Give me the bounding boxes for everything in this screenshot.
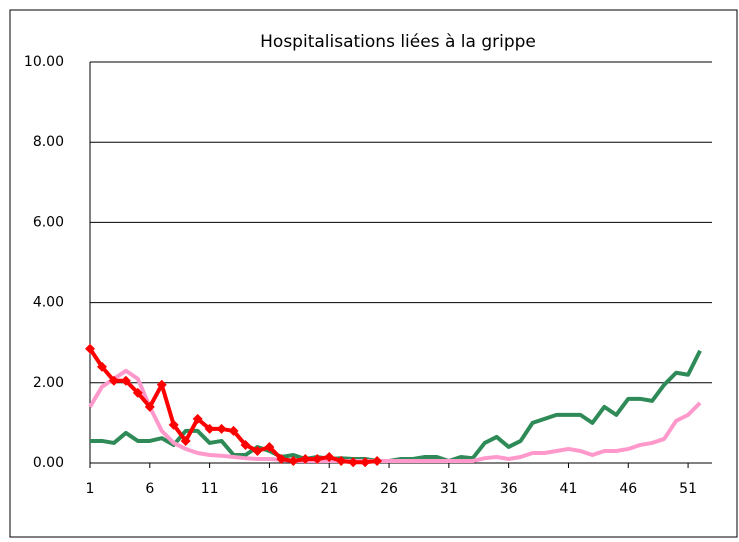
y-tick-label: 2.00 [33,375,64,391]
y-tick-label: 10.00 [24,54,64,70]
series-marker [300,453,311,464]
series-marker [240,439,251,450]
series-marker [216,423,227,434]
series-line [88,368,702,463]
y-tick-label: 0.00 [33,455,64,471]
x-tick-label: 31 [440,481,458,497]
series-marker [168,419,179,430]
y-tick-label: 8.00 [33,134,64,150]
series-marker [252,445,263,456]
x-tick-label: 6 [145,481,154,497]
x-tick-label: 51 [679,481,697,497]
x-tick-label: 36 [500,481,518,497]
x-tick-label: 41 [560,481,578,497]
x-tick-label: 26 [380,481,398,497]
chart-frame [9,9,738,538]
x-tick-label: 21 [320,481,338,497]
x-tick-label: 16 [261,481,279,497]
series-marker [144,401,155,412]
series-marker [192,413,203,424]
series-marker [228,425,239,436]
series-marker [96,361,107,372]
series-marker [120,375,131,386]
series-marker [336,455,347,466]
series-marker [85,343,95,354]
series-marker [276,453,287,464]
chart-title: Hospitalisations liées à la grippe [260,32,536,52]
y-tick-label: 4.00 [33,295,64,311]
series-marker [312,453,323,464]
y-tick-label: 6.00 [33,214,64,230]
series-marker [180,435,191,446]
x-tick-label: 1 [86,481,95,497]
series-marker [348,457,359,468]
series-marker [156,379,167,390]
x-tick-label: 46 [619,481,637,497]
series-marker [288,455,299,466]
series-marker [264,441,275,452]
series-marker [372,455,383,466]
series-marker [360,457,371,468]
x-tick-label: 11 [201,481,219,497]
series-marker [324,451,335,462]
series-marker [132,387,143,398]
series-marker [108,375,119,386]
series-marker [204,423,215,434]
